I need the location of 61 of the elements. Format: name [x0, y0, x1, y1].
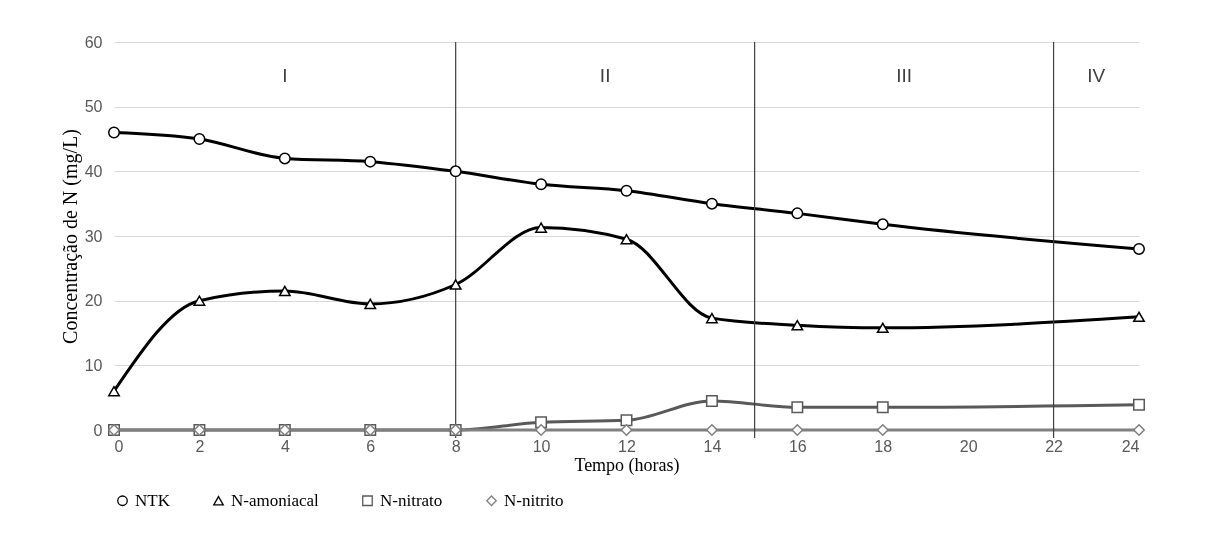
point [620, 414, 633, 427]
x-tick-label: 22 [1045, 437, 1064, 455]
point [705, 197, 718, 210]
legend-label: N-amoniacal [231, 490, 320, 510]
point [1133, 398, 1145, 411]
point [108, 385, 120, 397]
y-tick-label: 50 [84, 98, 103, 116]
point [791, 207, 804, 220]
point [535, 178, 548, 191]
x-tick-label: 16 [788, 437, 807, 455]
point [876, 424, 889, 436]
x-tick-label: 12 [618, 437, 636, 455]
x-tick-label: 2 [195, 437, 205, 455]
point [449, 165, 462, 178]
point [791, 401, 804, 414]
point [620, 184, 633, 197]
legend-label: NTK [135, 490, 171, 510]
point [1133, 424, 1145, 436]
x-tick-label: 14 [703, 437, 722, 455]
y-tick-label: 60 [84, 33, 103, 51]
point [364, 155, 377, 168]
point [876, 322, 889, 334]
point [1133, 242, 1145, 255]
annotation: III [896, 65, 913, 86]
y-tick-label: 20 [84, 292, 103, 310]
x-tick-label: 8 [451, 437, 461, 455]
x-tick-label: 6 [366, 437, 376, 455]
x-tick-label: 10 [532, 437, 551, 455]
point [620, 424, 633, 436]
annotation: II [599, 65, 611, 86]
point [1133, 311, 1145, 323]
point [876, 401, 889, 414]
y-tick-label: 0 [93, 421, 103, 439]
y-tick-label: 40 [84, 162, 103, 180]
point [278, 285, 291, 297]
annotation: I [282, 65, 288, 86]
point [791, 424, 804, 436]
point [705, 312, 718, 324]
point [278, 152, 291, 165]
x-tick-label: 4 [280, 437, 290, 455]
point [193, 133, 206, 145]
point [193, 295, 206, 306]
point [876, 218, 889, 231]
x-tick-label: 0 [114, 437, 124, 455]
x-tick-label: 20 [959, 437, 978, 455]
point [535, 222, 548, 233]
point [705, 394, 718, 407]
point [791, 319, 804, 331]
legend-label: N-nitrato [380, 490, 443, 510]
annotation: IV [1087, 65, 1106, 86]
y-tick-label: 10 [84, 356, 103, 374]
point [620, 233, 633, 245]
y-axis-title: Concentração de N (mg/L) [58, 129, 82, 344]
y-tick-label: 30 [84, 227, 103, 245]
x-tick-label: 18 [874, 437, 893, 455]
point [364, 298, 377, 310]
point [449, 279, 462, 290]
legend-label: N-nitrito [504, 490, 564, 510]
x-axis-title: Tempo (horas) [574, 454, 680, 476]
x-tick-label: 24 [1121, 437, 1140, 455]
point [108, 126, 120, 139]
